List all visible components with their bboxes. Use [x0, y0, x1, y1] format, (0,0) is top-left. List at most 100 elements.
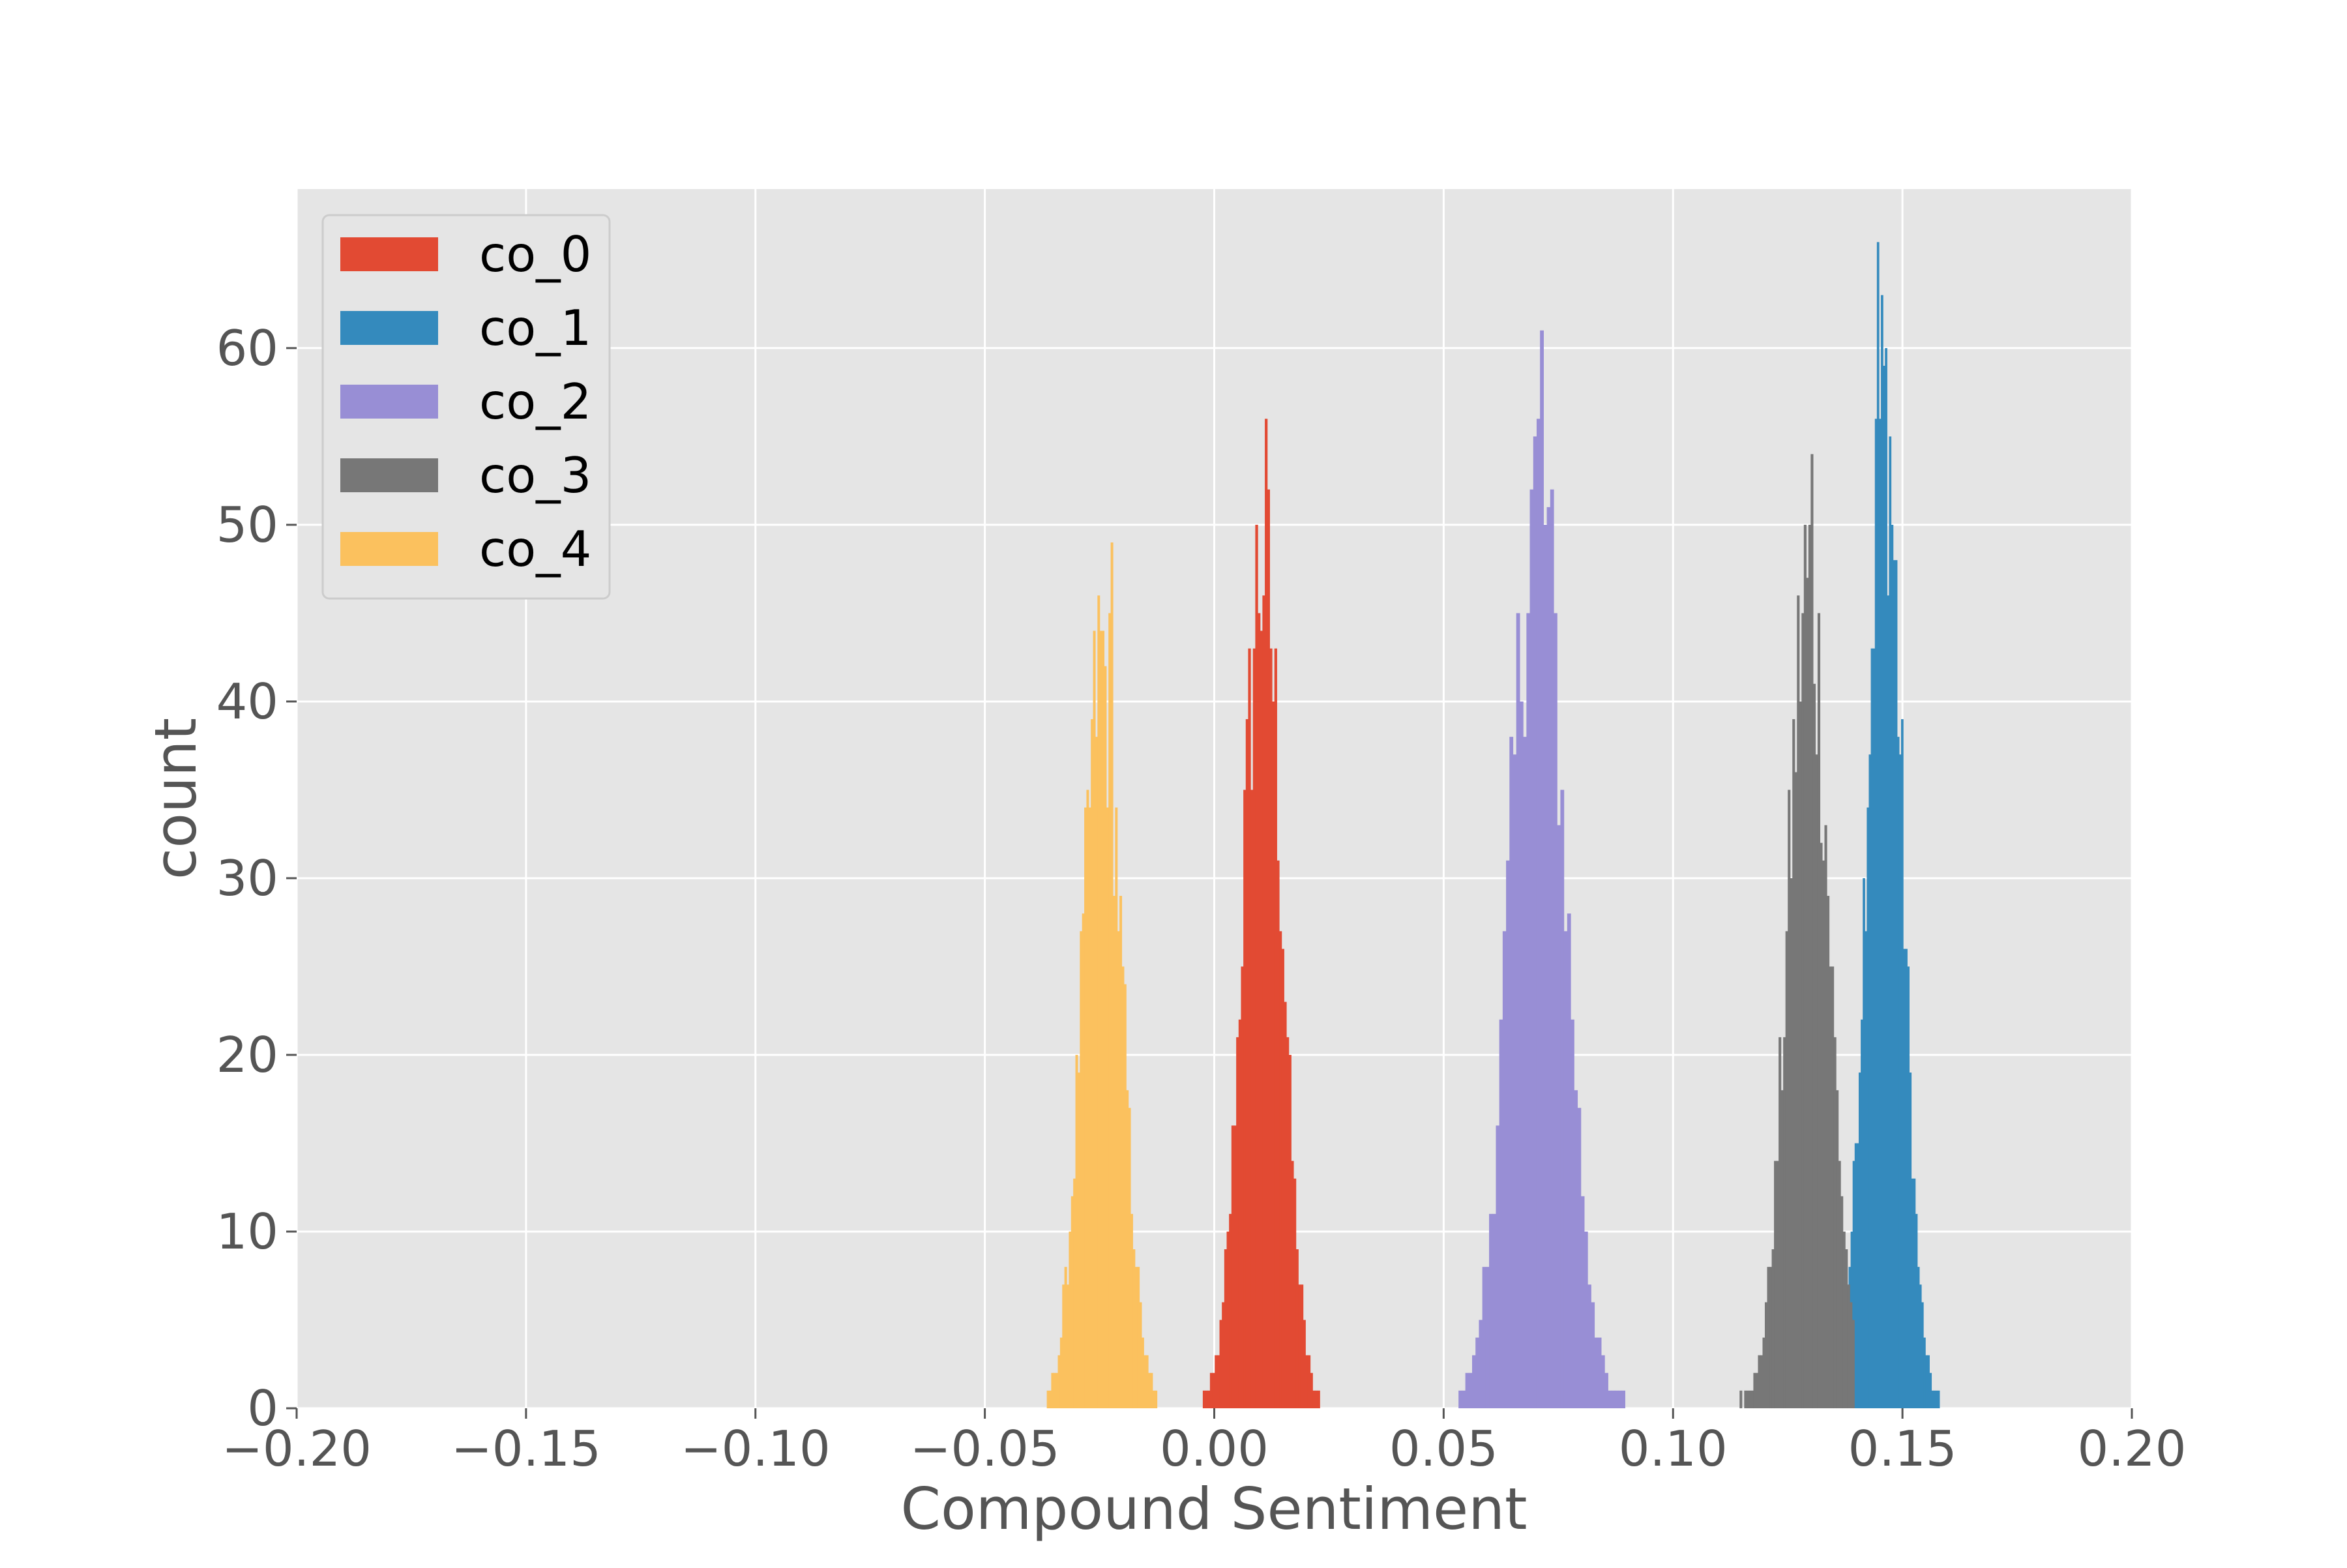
legend-swatch-co-3 [340, 458, 438, 492]
histogram-bar-co-0 [1260, 630, 1263, 1408]
histogram-bar-co-2 [1475, 1337, 1480, 1408]
histogram-bar-co-3 [1785, 931, 1788, 1408]
histogram-bar-co-4 [1145, 1355, 1149, 1408]
histogram-bar-co-4 [1119, 896, 1123, 1408]
histogram-bar-co-0 [1269, 648, 1273, 1408]
histogram-bar-co-3 [1824, 825, 1827, 1408]
histogram-bar-co-3 [1797, 595, 1800, 1409]
histogram-bar-co-1 [1907, 966, 1910, 1408]
histogram-bar-co-2 [1591, 1302, 1595, 1408]
histogram-bar-co-3 [1820, 842, 1823, 1408]
legend-label: co_4 [479, 520, 591, 578]
histogram-bar-co-1 [1895, 560, 1898, 1409]
histogram-bar-co-4 [1075, 1054, 1078, 1408]
histogram-bar-co-4 [1093, 630, 1096, 1408]
histogram-bar-co-0 [1312, 1390, 1316, 1408]
histogram-bar-co-4 [1155, 1390, 1158, 1408]
histogram-bar-co-1 [1874, 419, 1878, 1408]
histogram-bar-co-1 [1865, 931, 1867, 1408]
legend-swatch-co-1 [340, 311, 438, 345]
histogram-bar-co-2 [1571, 1019, 1574, 1408]
histogram-bar-co-2 [1458, 1390, 1462, 1408]
histogram-bar-co-4 [1137, 1267, 1140, 1408]
histogram-bar-co-4 [1148, 1372, 1151, 1408]
histogram-bar-co-0 [1288, 1054, 1292, 1408]
histogram-bar-co-2 [1523, 737, 1527, 1408]
histogram-bar-co-1 [1927, 1355, 1930, 1408]
histogram-bar-co-2 [1614, 1390, 1619, 1408]
histogram-bar-co-4 [1080, 931, 1083, 1408]
histogram-bar-co-1 [1923, 1337, 1926, 1408]
histogram-bar-co-1 [1861, 1019, 1863, 1408]
histogram-bar-co-4 [1084, 807, 1087, 1408]
histogram-bar-co-4 [1102, 630, 1105, 1408]
legend-swatch-co-4 [340, 532, 438, 566]
histogram-bar-co-1 [1856, 1143, 1859, 1408]
histogram-bar-co-0 [1245, 719, 1249, 1408]
histogram-bar-co-4 [1099, 630, 1102, 1408]
histogram-bar-co-1 [1897, 737, 1900, 1408]
histogram-bar-co-4 [1095, 737, 1098, 1408]
histogram-bar-co-1 [1854, 1143, 1857, 1408]
histogram-bar-co-0 [1295, 1249, 1299, 1408]
x-tick-label: 0.20 [2078, 1420, 2187, 1477]
histogram-bar-co-0 [1226, 1231, 1230, 1408]
histogram-bar-co-4 [1144, 1355, 1147, 1408]
histogram-bar-co-3 [1831, 966, 1835, 1408]
histogram-bar-co-3 [1758, 1355, 1761, 1408]
histogram-bar-co-1 [1901, 719, 1904, 1408]
histogram-bar-co-3 [1803, 524, 1807, 1409]
histogram-bar-co-0 [1217, 1355, 1220, 1408]
histogram-bar-co-4 [1082, 913, 1085, 1408]
histogram-bar-co-1 [1898, 754, 1902, 1408]
histogram-bar-co-0 [1219, 1320, 1222, 1408]
histogram-bar-co-0 [1300, 1284, 1304, 1408]
y-tick-label: 60 [216, 319, 278, 377]
histogram-bar-co-2 [1496, 1125, 1500, 1408]
histogram-bar-co-2 [1468, 1372, 1473, 1408]
histogram-bar-co-0 [1310, 1372, 1313, 1408]
histogram-bar-co-3 [1792, 719, 1795, 1408]
x-axis-label: Compound Sentiment [901, 1475, 1528, 1543]
histogram-bar-co-0 [1284, 1001, 1287, 1408]
histogram-bar-co-0 [1262, 595, 1265, 1409]
histogram-bar-co-1 [1911, 1178, 1914, 1408]
histogram-bar-co-0 [1307, 1355, 1311, 1408]
histogram-bar-co-0 [1314, 1390, 1318, 1408]
histogram-bar-co-1 [1925, 1355, 1928, 1408]
histogram-bar-co-4 [1104, 666, 1107, 1408]
histogram-bar-co-2 [1574, 1090, 1578, 1408]
histogram-bar-co-4 [1073, 1178, 1076, 1408]
histogram-bar-co-0 [1241, 966, 1244, 1408]
histogram-bar-co-4 [1088, 807, 1091, 1408]
histogram-bar-co-4 [1057, 1355, 1061, 1408]
histogram-bar-co-2 [1608, 1390, 1612, 1408]
histogram-bar-co-3 [1822, 860, 1825, 1408]
legend: co_0 co_1 co_2 co_3 co_4 [321, 214, 611, 600]
histogram-bar-co-3 [1840, 1196, 1844, 1408]
histogram-bar-co-3 [1739, 1390, 1743, 1408]
histogram-bar-co-1 [1863, 878, 1865, 1408]
histogram-bar-co-1 [1935, 1390, 1938, 1408]
histogram-bar-co-3 [1812, 683, 1816, 1408]
histogram-bar-co-3 [1749, 1390, 1752, 1408]
histogram-bar-co-2 [1594, 1337, 1599, 1408]
legend-label: co_3 [479, 447, 591, 504]
histogram-bar-co-4 [1110, 542, 1114, 1408]
histogram-bar-co-0 [1202, 1390, 1206, 1408]
histogram-bar-co-0 [1238, 1019, 1242, 1408]
histogram-bar-co-4 [1123, 984, 1127, 1408]
histogram-bar-co-1 [1917, 1267, 1920, 1408]
histogram-bar-co-3 [1833, 1037, 1837, 1408]
histogram-bar-co-2 [1533, 436, 1537, 1408]
histogram-bar-co-1 [1913, 1178, 1916, 1408]
histogram-bar-co-1 [1889, 436, 1892, 1408]
histogram-bar-co-4 [1108, 613, 1112, 1408]
histogram-bar-co-1 [1870, 648, 1874, 1408]
histogram-bar-co-2 [1617, 1390, 1622, 1408]
histogram-bar-co-2 [1611, 1390, 1616, 1408]
histogram-bar-co-1 [1915, 1213, 1918, 1408]
histogram-bar-co-3 [1750, 1390, 1754, 1408]
